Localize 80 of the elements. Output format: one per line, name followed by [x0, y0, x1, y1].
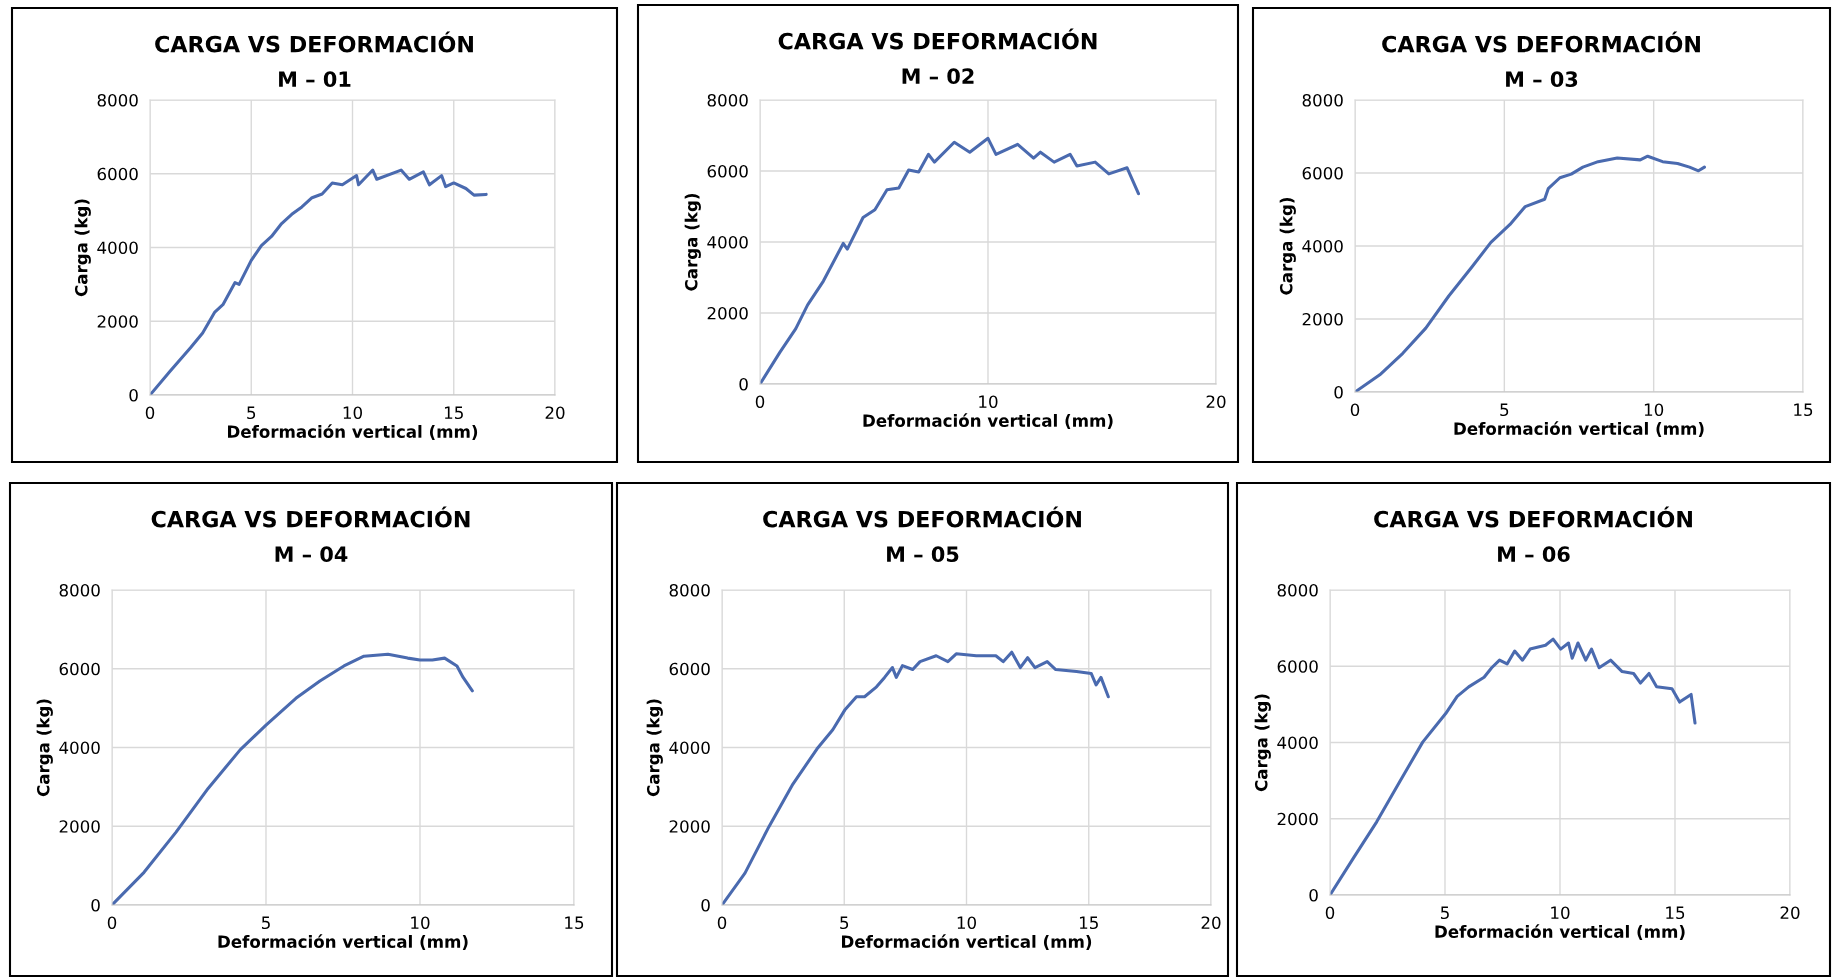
chart-title: CARGA VS DEFORMACIÓN: [155, 31, 473, 53]
chart-subtitle: M – 04: [275, 546, 348, 563]
line-series: [150, 168, 488, 395]
chart-title: CARGA VS DEFORMACIÓN: [1382, 31, 1700, 53]
x-tick-label: 15: [1079, 916, 1098, 930]
y-tick-label: 0: [1309, 888, 1318, 902]
y-tick-label: 2000: [707, 306, 748, 320]
chart-title: CARGA VS DEFORMACIÓN: [778, 28, 1097, 50]
x-tick-label: 20: [1201, 916, 1221, 930]
y-tick-label: 4000: [59, 741, 100, 755]
chart-subtitle: M – 01: [279, 71, 351, 88]
y-tick-label: 8000: [97, 93, 138, 107]
y-tick-label: 0: [1334, 385, 1343, 399]
y-axis-title: Carga (kg): [36, 699, 53, 797]
x-tick-label: 5: [1500, 403, 1509, 417]
x-tick-label: 15: [444, 406, 463, 420]
chart-subtitle: M – 02: [902, 68, 974, 85]
x-axis-title: Deformación vertical (mm): [863, 413, 1113, 429]
x-tick-label: 15: [565, 916, 584, 930]
x-tick-label: 10: [343, 406, 362, 420]
y-tick-label: 4000: [707, 235, 748, 249]
chart-subtitle: M – 06: [1498, 546, 1570, 563]
chart-title: CARGA VS DEFORMACIÓN: [1374, 506, 1692, 528]
y-tick-label: 8000: [707, 93, 748, 107]
chart-subtitle: M – 03: [1506, 71, 1578, 88]
y-tick-label: 6000: [669, 662, 710, 676]
x-tick-label: 5: [247, 406, 256, 420]
y-tick-label: 4000: [1277, 736, 1318, 750]
x-tick-label: 20: [1780, 906, 1800, 920]
y-axis-title: Carga (kg): [684, 193, 701, 291]
x-axis-title: Deformación vertical (mm): [1454, 421, 1704, 437]
y-tick-label: 2000: [1302, 312, 1343, 326]
x-tick-label: 20: [1206, 395, 1226, 409]
x-tick-label: 20: [545, 406, 565, 420]
chart-subtitle: M – 05: [887, 546, 959, 563]
x-tick-label: 0: [755, 395, 765, 409]
y-tick-label: 0: [739, 377, 748, 391]
y-tick-label: 4000: [97, 241, 138, 255]
x-tick-label: 15: [1666, 906, 1685, 920]
line-series: [1355, 154, 1706, 392]
y-axis-title: Carga (kg): [1279, 197, 1296, 295]
chart-title: CARGA VS DEFORMACIÓN: [151, 506, 470, 528]
y-tick-label: 6000: [707, 164, 748, 178]
x-tick-label: 10: [957, 916, 976, 930]
chart-title: CARGA VS DEFORMACIÓN: [763, 506, 1081, 528]
line-series: [112, 652, 474, 905]
y-tick-label: 2000: [669, 820, 710, 833]
y-tick-label: 8000: [59, 583, 100, 597]
y-tick-label: 2000: [1277, 812, 1318, 826]
x-tick-label: 15: [1794, 403, 1813, 417]
line-series: [760, 136, 1141, 384]
y-tick-label: 8000: [1302, 93, 1343, 107]
y-tick-label: 6000: [97, 167, 138, 181]
x-axis-title: Deformación vertical (mm): [842, 934, 1092, 950]
y-axis-title: Carga (kg): [1254, 694, 1271, 792]
x-tick-label: 0: [1350, 403, 1360, 417]
x-tick-label: 10: [979, 395, 998, 409]
x-tick-label: 0: [145, 406, 155, 420]
y-axis-title: Carga (kg): [646, 699, 663, 797]
x-tick-label: 5: [840, 916, 849, 930]
y-tick-label: 6000: [1302, 166, 1343, 180]
y-tick-label: 6000: [59, 662, 100, 676]
y-tick-label: 8000: [669, 583, 710, 597]
x-tick-label: 10: [1644, 403, 1664, 417]
y-axis-title: Carga (kg): [74, 199, 91, 297]
y-tick-label: 2000: [97, 315, 138, 328]
x-tick-label: 5: [261, 916, 270, 930]
x-axis-title: Deformación vertical (mm): [1435, 924, 1685, 940]
y-tick-label: 8000: [1277, 583, 1318, 597]
y-tick-label: 2000: [59, 820, 100, 833]
y-tick-label: 6000: [1277, 660, 1318, 673]
line-series: [1330, 637, 1697, 895]
x-tick-label: 5: [1440, 906, 1449, 920]
x-axis-title: Deformación vertical (mm): [218, 934, 468, 950]
x-tick-label: 10: [411, 916, 430, 930]
x-tick-label: 10: [1551, 906, 1570, 920]
line-series: [722, 650, 1110, 905]
y-tick-label: 4000: [669, 741, 710, 755]
x-axis-title: Deformación vertical (mm): [228, 424, 478, 440]
y-tick-label: 4000: [1302, 239, 1343, 253]
